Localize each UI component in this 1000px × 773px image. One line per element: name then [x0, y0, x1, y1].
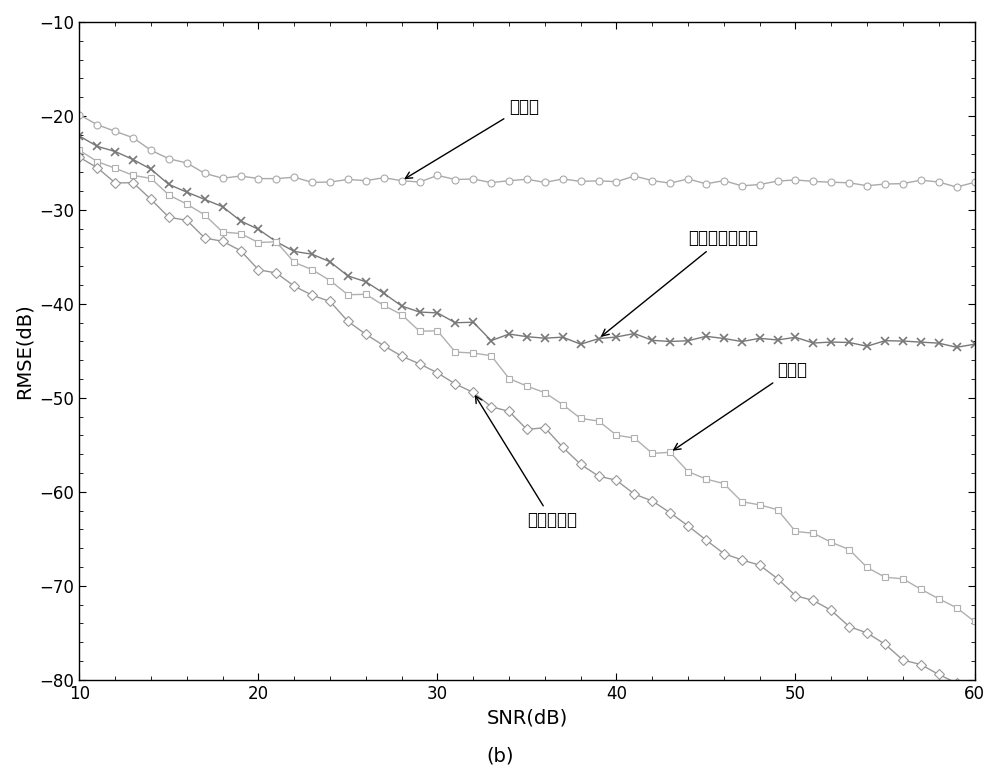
Y-axis label: RMSE(dB): RMSE(dB) — [15, 303, 34, 399]
Text: 最大旁瓣衰减窗: 最大旁瓣衰减窗 — [602, 229, 758, 336]
Text: (b): (b) — [486, 746, 514, 765]
Text: 本发明方法: 本发明方法 — [476, 396, 577, 529]
Text: 凯泽窗: 凯泽窗 — [405, 97, 539, 179]
Text: 汉宁窗: 汉宁窗 — [674, 361, 808, 450]
X-axis label: SNR(dB): SNR(dB) — [486, 708, 568, 727]
